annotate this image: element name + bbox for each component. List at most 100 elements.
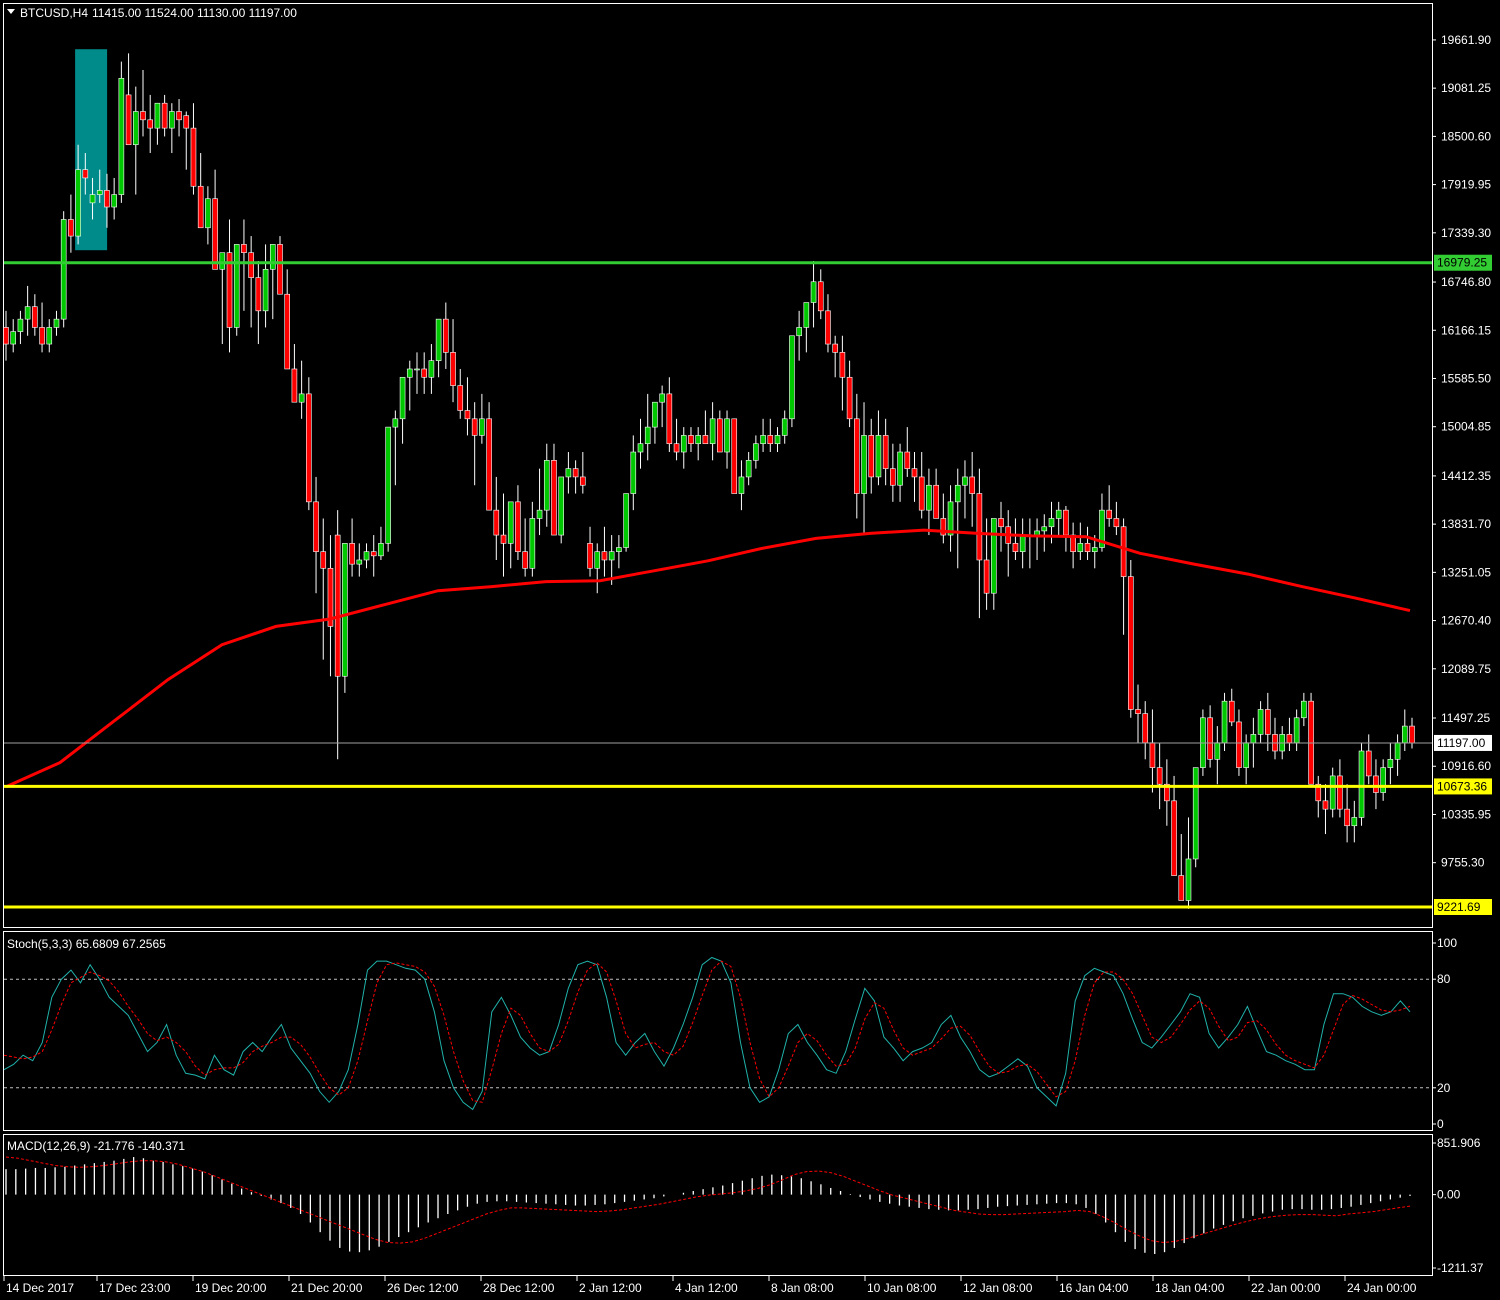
candle <box>291 344 298 403</box>
candle <box>10 319 17 353</box>
candle <box>695 427 701 461</box>
candle-body <box>854 418 860 494</box>
candle <box>969 452 975 527</box>
macd-panel[interactable]: 851.906 0.00 -1211.37 MACD(12,26,9) -21.77… <box>3 1134 1484 1276</box>
candle <box>363 543 370 569</box>
candle-body <box>954 484 961 503</box>
candle-body <box>1358 750 1365 818</box>
candle-body <box>543 460 550 511</box>
candle <box>1264 692 1271 752</box>
stochastic-tick-label: 80 <box>1437 972 1451 986</box>
candle-body <box>1091 547 1098 552</box>
candle-body <box>226 252 233 328</box>
stochastic-lines <box>3 956 1411 1111</box>
price-tags-group: 16979.25 10673.36 9221.69 11197.00 <box>1434 254 1492 915</box>
candle-body <box>933 484 939 519</box>
candle-body <box>1142 713 1149 743</box>
candle-body <box>551 460 557 536</box>
candle-body <box>205 198 211 229</box>
candle-body <box>753 443 759 461</box>
candle <box>1077 522 1084 560</box>
candle-body <box>565 468 572 478</box>
chart-ohlc: 11415.00 11524.00 11130.00 11197.00 <box>92 6 297 20</box>
candle <box>3 310 9 361</box>
candle <box>406 360 413 411</box>
candle-body <box>803 302 810 328</box>
candle <box>947 485 954 552</box>
candle-body <box>291 368 298 403</box>
candle <box>53 310 60 336</box>
candle <box>810 261 817 328</box>
price-tick-label: 19081.25 <box>1441 81 1491 95</box>
candle-body <box>709 418 716 445</box>
candle <box>161 94 168 137</box>
candle-body <box>1135 709 1141 714</box>
candle-body <box>154 102 161 129</box>
candle-body <box>1084 543 1091 552</box>
candle-body <box>486 418 492 511</box>
stochastic-tick-label: 100 <box>1437 936 1457 950</box>
candle <box>1156 742 1163 810</box>
candle <box>104 173 110 228</box>
price-tick-label: 11497.25 <box>1441 711 1490 725</box>
candle-body <box>861 435 867 494</box>
time-tick-label: 28 Dec 12:00 <box>483 1281 555 1295</box>
candle-body <box>897 451 903 486</box>
price-tick-label: 10335.95 <box>1441 807 1491 821</box>
candle <box>644 393 651 461</box>
candle <box>205 186 211 245</box>
candle-body <box>479 418 485 436</box>
candle-body <box>1164 783 1170 802</box>
candle <box>96 169 103 203</box>
candle-body <box>262 269 269 312</box>
time-tick-label: 19 Dec 20:00 <box>195 1281 267 1295</box>
candle-body <box>724 418 730 453</box>
candle <box>111 177 117 220</box>
candle-body <box>810 281 817 303</box>
dropdown-triangle-icon[interactable] <box>7 9 15 14</box>
macd-label: MACD(12,26,9) -21.776 -140.371 <box>7 1139 185 1153</box>
time-tick-label: 24 Jan 00:00 <box>1347 1281 1417 1295</box>
candle <box>1329 767 1336 818</box>
candle <box>507 501 514 569</box>
candle <box>832 335 838 378</box>
candle <box>262 244 269 328</box>
candle-body <box>1192 767 1199 860</box>
candle <box>479 393 485 444</box>
candle <box>890 443 896 502</box>
candle-body <box>356 559 363 565</box>
candle-body <box>1322 800 1329 810</box>
candle-body <box>1329 775 1336 810</box>
candle-body <box>522 551 528 569</box>
candle-body <box>1401 725 1408 743</box>
candle-body <box>644 426 651 445</box>
candle-body <box>947 501 954 536</box>
candle-body <box>414 368 420 371</box>
candle <box>529 501 536 577</box>
candle-body <box>443 318 449 353</box>
candle-body <box>918 476 925 511</box>
stochastic-panel[interactable]: 100 80 20 0 Stoch(5,3,3) 65.6809 67.2565 <box>3 931 1458 1132</box>
time-tick-label: 21 Dec 20:00 <box>291 1281 363 1295</box>
candle-body <box>1041 526 1048 532</box>
candle <box>342 543 348 693</box>
candle <box>277 236 283 295</box>
candle-body <box>1257 709 1264 735</box>
candle-body <box>269 244 276 270</box>
candle-body <box>457 385 464 411</box>
candle-body <box>998 518 1004 528</box>
candle-body <box>125 94 132 146</box>
price-tick-label: 10916.60 <box>1441 759 1491 773</box>
candle <box>1084 526 1091 560</box>
candle-body <box>1373 775 1379 793</box>
candle-body <box>789 335 795 420</box>
candle <box>356 543 363 577</box>
candle-body <box>926 484 932 511</box>
candle <box>428 344 435 394</box>
candle-body <box>630 451 637 494</box>
candle-body <box>277 244 283 295</box>
candle-body <box>75 169 81 237</box>
macd-y-axis: 851.906 0.00 -1211.37 <box>1432 1136 1484 1275</box>
price-panel[interactable]: 19661.90 19081.25 18500.60 17919.95 17339.30… <box>3 3 1493 928</box>
